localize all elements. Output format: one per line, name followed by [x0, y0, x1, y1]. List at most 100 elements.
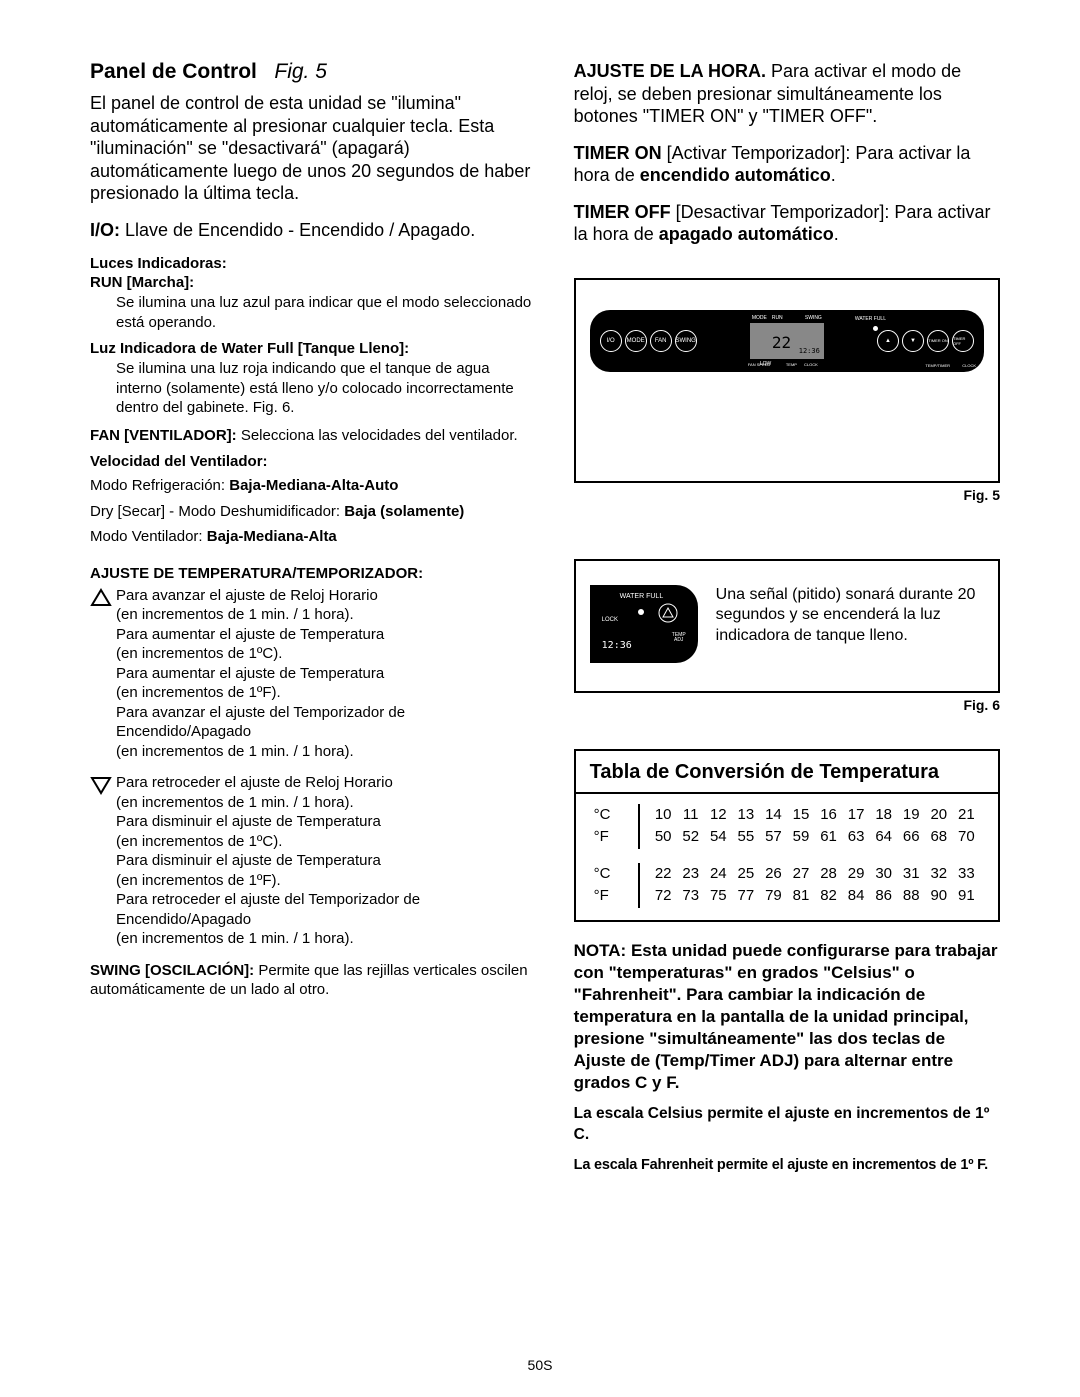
conv-cell: 16 [815, 804, 842, 827]
conv-cell: 81 [787, 885, 814, 908]
disp-run-label: RUN [772, 315, 783, 321]
fig6-lock-label: LOCK [602, 617, 618, 623]
fig6-up-button[interactable] [658, 603, 678, 623]
conversion-table: Tabla de Conversión de Temperatura °C °F… [574, 749, 1000, 922]
fig6-box: WATER FULL LOCK 12:36 TEMP ADJ Una señal… [574, 559, 1000, 693]
two-column-layout: Panel de Control Fig. 5 El panel de cont… [90, 60, 1000, 1176]
run-head: RUN [Marcha]: [90, 274, 538, 291]
vel-cooling: Modo Refrigeración: Baja-Mediana-Alta-Au… [90, 476, 538, 496]
fan-line: FAN [VENTILADOR]: Selecciona las velocid… [90, 426, 538, 446]
page-title: Panel de Control Fig. 5 [90, 60, 538, 84]
fan-button[interactable]: FAN [650, 330, 672, 352]
conv-cell: 88 [898, 885, 925, 908]
conv-cell: 57 [760, 826, 787, 849]
conv-sep-2 [638, 863, 640, 908]
conv-block-1: 101112131415161718192021 505254555759616… [650, 804, 980, 849]
conv-labels-1: °C °F [594, 804, 628, 849]
vel-fan: Modo Ventilador: Baja-Mediana-Alta [90, 527, 538, 547]
control-panel-fig6: WATER FULL LOCK 12:36 TEMP ADJ [590, 585, 698, 663]
io-button[interactable]: I/O [600, 330, 622, 352]
io-text: Llave de Encendido - Encendido / Apagado… [120, 220, 475, 240]
down-arrow-row: Para retroceder el ajuste de Reloj Horar… [90, 773, 538, 949]
io-label: I/O: [90, 220, 120, 240]
conv-cell: 24 [705, 863, 732, 886]
fig6-adj: ADJ [674, 637, 683, 643]
waterfull-text: Se ilumina una luz roja indicando que el… [116, 359, 538, 418]
conv-cell: 26 [760, 863, 787, 886]
conv-cell: 70 [953, 826, 980, 849]
fig6-tempadj: TEMP ADJ [672, 633, 686, 643]
conv-cell: 61 [815, 826, 842, 849]
conv-cell: 10 [650, 804, 677, 827]
conv-cell: 20 [925, 804, 952, 827]
fan-text: Selecciona las velocidades del ventilado… [237, 427, 518, 444]
swing-button[interactable]: SWING [675, 330, 697, 352]
conv-cell: 50 [650, 826, 677, 849]
vel-dry-b: Baja (solamente) [344, 503, 464, 520]
conv-title: Tabla de Conversión de Temperatura [576, 751, 998, 794]
fig6-led-icon [638, 609, 644, 615]
conv-cell: 27 [787, 863, 814, 886]
conv-cell: 32 [925, 863, 952, 886]
luces-head: Luces Indicadoras: [90, 255, 538, 272]
timeron-line: TIMER ON [Activar Temporizador]: Para ac… [574, 142, 1000, 187]
timer-on-button[interactable]: TIMER ON [927, 330, 949, 352]
mode-button[interactable]: MODE [625, 330, 647, 352]
timer-off-button[interactable]: TIMER OFF [952, 330, 974, 352]
page: Panel de Control Fig. 5 El panel de cont… [0, 0, 1080, 1397]
vel-cooling-pre: Modo Refrigeración: [90, 477, 229, 494]
label-c2: °C [594, 863, 628, 886]
timeroff-b: apagado automático [659, 224, 834, 244]
conv-cell: 22 [650, 863, 677, 886]
period1: . [831, 165, 836, 185]
conv-body: °C °F 101112131415161718192021 505254555… [576, 794, 998, 920]
page-number: 50S [528, 1357, 553, 1373]
conv-cell: 86 [870, 885, 897, 908]
fig6-label: Fig. 6 [574, 697, 1000, 713]
disp-low-label: LOW [760, 361, 771, 367]
conv-cell: 15 [787, 804, 814, 827]
fan-label: FAN [VENTILADOR]: [90, 427, 237, 444]
conv-cell: 19 [898, 804, 925, 827]
conv-cell: 13 [732, 804, 759, 827]
fig5-label: Fig. 5 [574, 487, 1000, 503]
vel-fan-pre: Modo Ventilador: [90, 528, 207, 545]
conv-cell: 18 [870, 804, 897, 827]
conv-cell: 55 [732, 826, 759, 849]
up-button[interactable]: ▲ [877, 330, 899, 352]
hora-line: AJUSTE DE LA HORA. Para activar el modo … [574, 60, 1000, 128]
conv-cell: 84 [843, 885, 870, 908]
sub-temptimer: TEMP/TIMER [925, 363, 950, 368]
swing-label: SWING [OSCILACIÓN]: [90, 962, 254, 979]
timeroff-line: TIMER OFF [Desactivar Temporizador]: Par… [574, 201, 1000, 246]
conv-cell: 31 [898, 863, 925, 886]
row1-f: 505254555759616364666870 [650, 826, 980, 849]
vel-cooling-b: Baja-Mediana-Alta-Auto [229, 477, 398, 494]
waterfull-label: WATER FULL [855, 316, 886, 322]
down-button[interactable]: ▼ [902, 330, 924, 352]
run-text: Se ilumina una luz azul para indicar que… [116, 293, 538, 332]
title-fig-ref: Fig. 5 [274, 60, 327, 83]
row1-c: 101112131415161718192021 [650, 804, 980, 827]
conv-cell: 23 [677, 863, 704, 886]
scale-c-note: La escala Celsius permite el ajuste en i… [574, 1104, 1000, 1146]
conv-cell: 52 [677, 826, 704, 849]
control-panel-fig5: I/O MODE FAN SWING MODE RUN SWING 22 12:… [590, 310, 984, 372]
conv-cell: 82 [815, 885, 842, 908]
fig5-box: I/O MODE FAN SWING MODE RUN SWING 22 12:… [574, 278, 1000, 483]
display-temp: 22 [772, 333, 791, 352]
io-line: I/O: Llave de Encendido - Encendido / Ap… [90, 219, 538, 242]
timeron-label: TIMER ON [574, 143, 662, 163]
disp-mode-label: MODE [752, 315, 767, 321]
conv-cell: 54 [705, 826, 732, 849]
conv-cell: 21 [953, 804, 980, 827]
fig6-clock: 12:36 [602, 640, 632, 651]
display-clock: 12:36 [799, 347, 820, 355]
panel-right-buttons: ▲ ▼ TIMER ON TIMER OFF [877, 330, 974, 352]
conv-cell: 12 [705, 804, 732, 827]
disp-clock-label: CLOCK [804, 362, 818, 367]
title-main: Panel de Control [90, 60, 257, 83]
up-arrow-text: Para avanzar el ajuste de Reloj Horario … [116, 586, 538, 762]
label-f2: °F [594, 885, 628, 908]
waterfull-led-icon [873, 326, 878, 331]
